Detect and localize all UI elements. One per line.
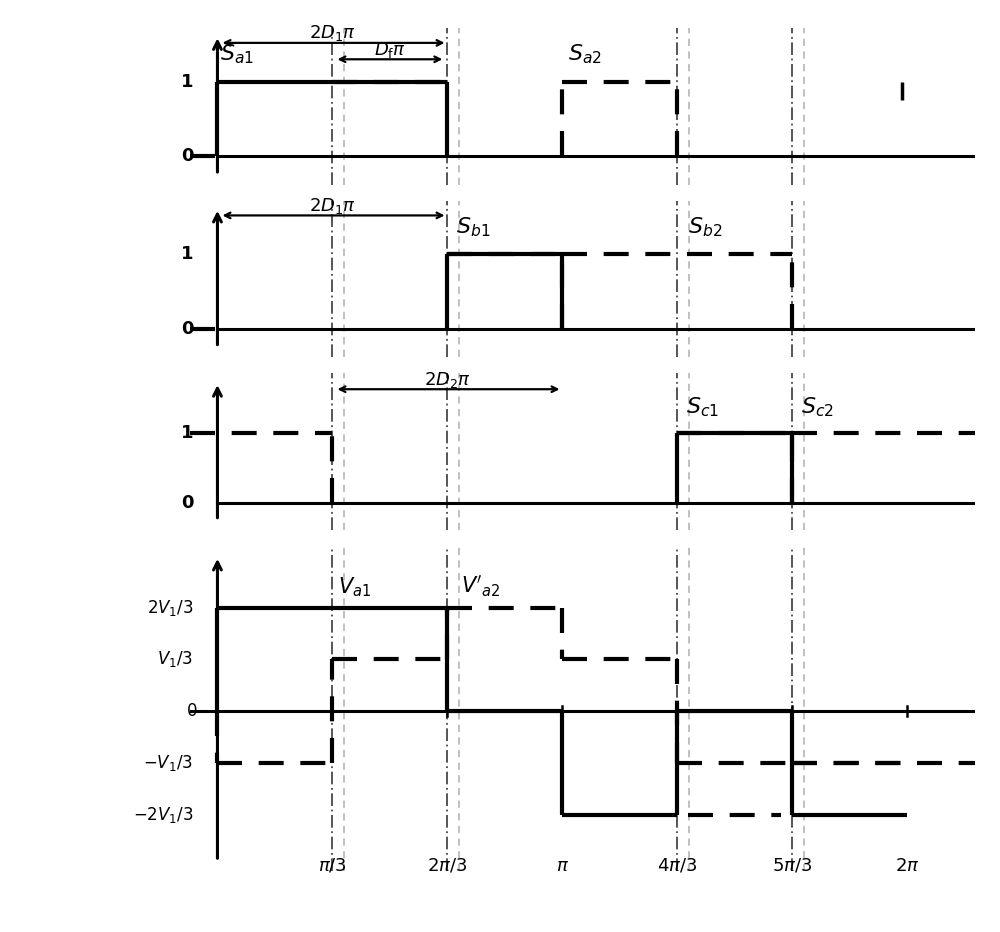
Text: $2D_1\pi$: $2D_1\pi$ [309, 196, 356, 216]
Text: $2D_1\pi$: $2D_1\pi$ [309, 23, 356, 44]
Text: $S_{c2}$: $S_{c2}$ [801, 395, 834, 418]
Text: $-2V_1/3$: $-2V_1/3$ [133, 804, 193, 825]
Text: 0: 0 [181, 147, 193, 165]
Text: $V'_{a2}$: $V'_{a2}$ [461, 574, 500, 599]
Text: $0$: $0$ [186, 702, 198, 720]
Text: 0: 0 [181, 320, 193, 337]
Text: $S_{a2}$: $S_{a2}$ [568, 43, 602, 66]
Text: $\pi$: $\pi$ [556, 857, 569, 875]
Text: $5\pi/3$: $5\pi/3$ [772, 857, 812, 875]
Text: $2\pi$: $2\pi$ [895, 857, 920, 875]
Text: $2\pi/3$: $2\pi/3$ [427, 857, 468, 875]
Text: $V_{a1}$: $V_{a1}$ [338, 575, 371, 598]
Text: 0: 0 [181, 494, 193, 512]
Text: $-V_1/3$: $-V_1/3$ [143, 753, 193, 773]
Text: 1: 1 [181, 73, 193, 90]
Text: $S_{b2}$: $S_{b2}$ [688, 215, 723, 239]
Text: $4\pi/3$: $4\pi/3$ [657, 857, 698, 875]
Text: $S_{a1}$: $S_{a1}$ [220, 43, 254, 66]
Text: 1: 1 [181, 424, 193, 442]
Text: $S_{c1}$: $S_{c1}$ [686, 395, 719, 418]
Text: $S_{b1}$: $S_{b1}$ [456, 215, 491, 239]
Text: $\pi/3$: $\pi/3$ [318, 857, 347, 875]
Text: $2D_2\pi$: $2D_2\pi$ [424, 370, 471, 390]
Text: $V_1/3$: $V_1/3$ [157, 650, 193, 669]
Text: $D_{\rm f}\pi$: $D_{\rm f}\pi$ [374, 40, 406, 60]
Text: 1: 1 [181, 245, 193, 263]
Text: $2V_1/3$: $2V_1/3$ [147, 597, 193, 618]
